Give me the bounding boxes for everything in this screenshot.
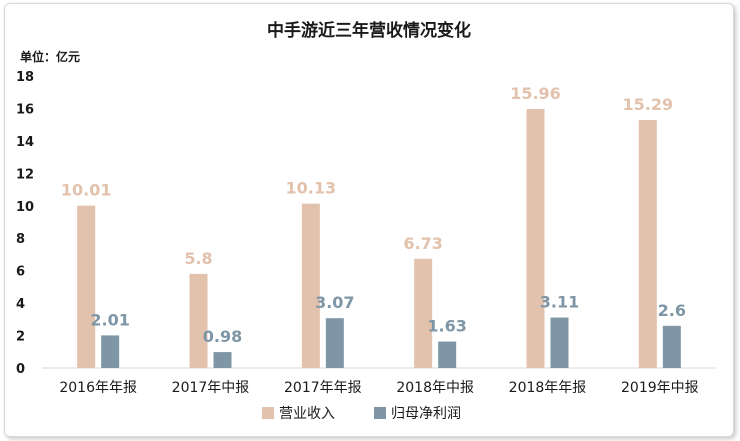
legend-swatch-revenue xyxy=(262,407,274,419)
bar-revenue xyxy=(414,258,433,368)
y-tick-label: 12 xyxy=(16,167,34,182)
data-label-revenue: 15.29 xyxy=(623,95,674,114)
data-label-revenue: 5.8 xyxy=(184,249,212,268)
data-label-net-profit: 2.6 xyxy=(658,301,686,320)
y-tick-label: 4 xyxy=(16,297,25,312)
y-tick-label: 18 xyxy=(16,70,34,85)
legend-label-net-profit: 归母净利润 xyxy=(391,405,461,422)
data-label-revenue: 6.73 xyxy=(403,234,442,253)
y-tick-label: 10 xyxy=(16,200,34,215)
data-label-net-profit: 2.01 xyxy=(90,310,129,329)
bar-net-profit xyxy=(550,317,569,368)
bar-revenue xyxy=(526,109,545,369)
bar-net-profit xyxy=(438,341,457,368)
y-tick-label: 16 xyxy=(16,102,34,117)
data-label-revenue: 10.13 xyxy=(286,179,337,198)
bar-net-profit xyxy=(101,335,120,368)
x-tick-label: 2018年年报 xyxy=(509,380,587,396)
y-tick-label: 8 xyxy=(16,232,25,247)
bar-revenue xyxy=(301,203,320,368)
bar-revenue xyxy=(189,273,208,368)
y-tick-label: 14 xyxy=(16,135,34,150)
unit-label: 单位：亿元 xyxy=(20,50,81,64)
legend-label-revenue: 营业收入 xyxy=(279,406,335,422)
data-label-revenue: 15.96 xyxy=(510,84,561,103)
bar-net-profit xyxy=(325,318,344,368)
data-label-net-profit: 1.63 xyxy=(427,317,466,336)
bar-net-profit xyxy=(213,352,232,368)
x-tick-label: 2017年年报 xyxy=(284,380,362,396)
x-tick-label: 2018年中报 xyxy=(396,380,474,396)
y-tick-label: 0 xyxy=(16,362,25,377)
x-tick-label: 2016年年报 xyxy=(59,380,137,396)
chart-frame: 中手游近三年营收情况变化 单位：亿元 xyxy=(4,3,734,437)
bar-revenue xyxy=(638,119,657,368)
x-tick-label: 2017年中报 xyxy=(172,380,250,396)
data-label-net-profit: 3.11 xyxy=(540,293,579,312)
data-label-net-profit: 0.98 xyxy=(203,327,242,346)
chart-title: 中手游近三年营收情况变化 xyxy=(267,21,471,41)
bar-revenue xyxy=(77,205,96,368)
data-label-revenue: 10.01 xyxy=(61,181,112,200)
y-tick-label: 6 xyxy=(16,265,25,280)
y-tick-label: 2 xyxy=(16,330,25,345)
x-tick-label: 2019年中报 xyxy=(621,380,699,396)
bar-net-profit xyxy=(662,325,681,368)
data-label-net-profit: 3.07 xyxy=(315,293,354,312)
legend-swatch-net-profit xyxy=(374,407,386,419)
